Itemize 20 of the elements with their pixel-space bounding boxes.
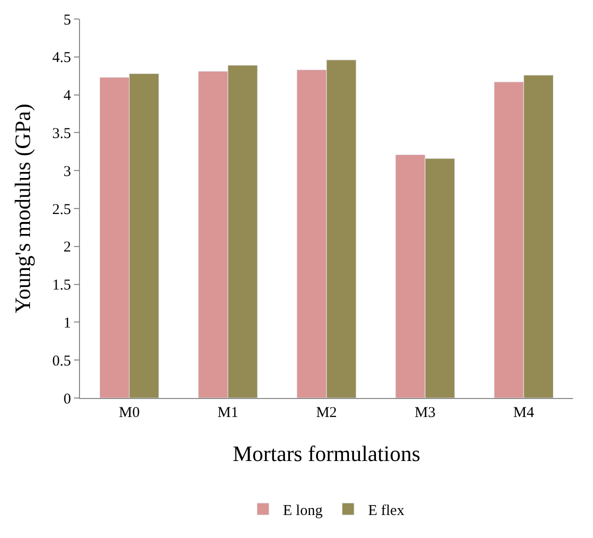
x-tick-label: M4 [513, 405, 535, 421]
x-tick-label: M1 [217, 405, 238, 421]
y-tick-label: 3.5 [52, 126, 71, 142]
y-tick-label: 0.5 [52, 353, 71, 370]
x-axis-title: Mortars formulations [232, 440, 420, 466]
legend-label: E long [283, 502, 324, 519]
x-tick-label: M2 [316, 405, 337, 421]
y-tick-label: 5 [64, 12, 71, 28]
y-tick-label: 4 [64, 88, 72, 104]
y-tick-label: 4.5 [52, 50, 71, 66]
y-tick-label: 1 [64, 315, 71, 332]
y-tick-label: 3 [64, 164, 71, 180]
y-tick-label: 0 [64, 391, 71, 408]
y-tick-label: 1.5 [52, 278, 71, 294]
y-tick-label: 2 [64, 240, 71, 256]
y-tick-label: 2.5 [52, 202, 71, 218]
x-tick-label: M3 [414, 405, 436, 421]
y-axis-title: Young's modulus (GPa) [10, 104, 36, 314]
legend-label: E flex [368, 502, 405, 519]
x-tick-label: M0 [118, 405, 140, 421]
